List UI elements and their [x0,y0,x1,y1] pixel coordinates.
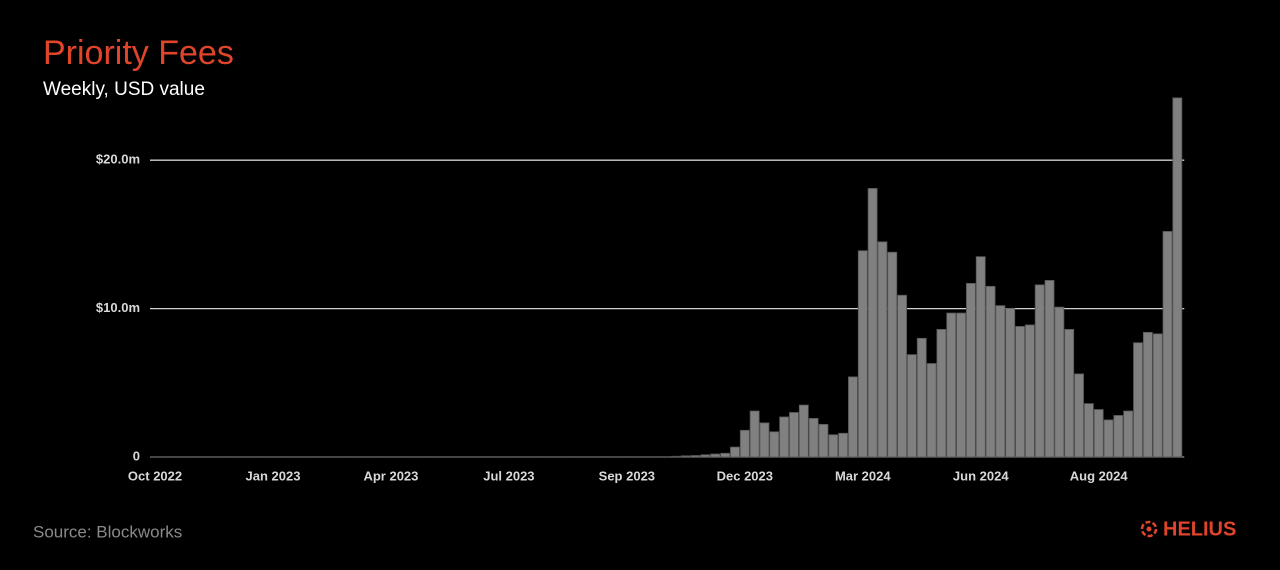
bar [1142,331,1153,458]
x-tick-label: Dec 2023 [717,468,773,483]
bar [838,432,849,458]
bar [1152,333,1163,458]
bar [818,423,829,458]
bar [877,241,888,458]
bar [671,455,681,458]
bar [1172,97,1183,458]
bar [1015,326,1025,458]
bar [985,285,996,458]
x-tick-label: Sep 2023 [599,468,655,483]
bar [1064,328,1075,458]
bar [1113,415,1124,458]
bar [680,455,691,458]
bar [739,429,750,458]
logo-text: HELIUS [1163,518,1236,540]
bar [848,376,858,458]
x-tick-label: Oct 2022 [128,468,182,483]
bar [779,416,790,458]
bar [965,282,976,458]
bar [936,328,947,458]
bar [975,256,986,458]
bar [759,422,770,458]
chart-title: Priority Fees [43,34,234,72]
bar [956,312,966,458]
x-tick-label: Aug 2024 [1070,468,1129,483]
bar [1103,419,1114,458]
x-tick-label: Jan 2023 [246,468,301,483]
y-tick-label: 0 [133,448,140,463]
source-note: Source: Blockworks [33,522,182,541]
bar [1162,231,1173,458]
bar [1093,409,1104,458]
logo-icon [1140,520,1158,538]
bar [1123,410,1134,458]
bar [789,412,799,458]
bar [857,250,868,458]
y-tick-label: $20.0m [96,152,140,167]
bar [1034,284,1045,458]
x-tick-label: Jun 2024 [953,468,1009,483]
bar [730,446,740,458]
chart-subtitle: Weekly, USD value [43,79,205,100]
bar [808,418,819,458]
bar [1024,324,1035,458]
bar [1074,373,1084,458]
bar [828,434,839,458]
bar [798,404,809,458]
bar [690,455,701,458]
bar [769,431,780,458]
bar [946,312,957,458]
x-tick-label: Apr 2023 [363,468,418,483]
bar [1044,280,1055,458]
bar [995,305,1006,458]
bar [749,410,760,458]
x-tick-label: Jul 2023 [483,468,534,483]
bar [867,187,878,458]
bar [926,363,937,458]
bar [700,454,711,458]
x-tick-label: Mar 2024 [835,468,891,483]
bar [1054,306,1065,458]
bar [1005,308,1016,458]
bar [1133,342,1143,458]
bar [887,251,898,458]
bar [710,453,721,458]
bar [907,354,917,458]
bar [1083,403,1094,458]
y-tick-label: $10.0m [96,300,140,315]
bar [916,337,927,458]
bar [720,452,731,458]
bar [897,294,908,458]
